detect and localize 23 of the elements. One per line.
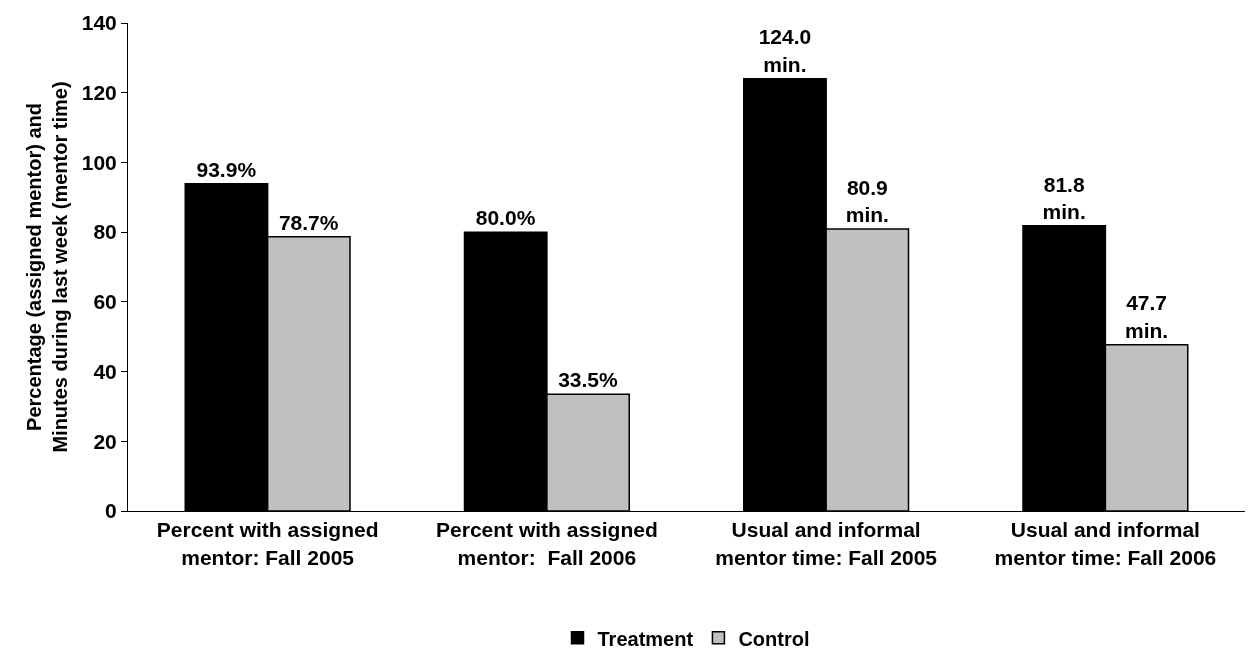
x-tick-label: Percent with assigned mentor: Fall 2006 [436, 518, 658, 569]
x-tick-label: Usual and informal mentor time: Fall 2006 [994, 518, 1217, 569]
y-tick-label: 120 [81, 81, 117, 105]
x-tick-label: Percent with assigned mentor: Fall 2005 [156, 518, 379, 569]
y-tick-label: 0 [105, 499, 117, 523]
y-tick-label: 60 [93, 290, 117, 314]
y-tick-label: 140 [81, 11, 117, 35]
y-axis-title: Percentage (assigned mentor) and Minutes during last week (mentor time) [23, 81, 72, 453]
data-label: 81.8 min. [1042, 172, 1086, 223]
y-tick-label: 20 [93, 429, 117, 453]
data-label: 47.7 min. [1124, 291, 1169, 342]
data-label: 33.5% [558, 368, 618, 392]
data-label: 78.7% [278, 210, 339, 234]
data-label: 124.0 min. [758, 25, 812, 76]
legend-label: Treatment [597, 627, 694, 650]
y-tick-label: 100 [81, 150, 117, 174]
legend-label: Control [738, 627, 810, 650]
data-label: 80.0% [475, 206, 536, 230]
y-tick-label: 80 [93, 220, 117, 244]
data-label: 93.9% [196, 157, 257, 181]
x-tick-label: Usual and informal mentor time: Fall 2005 [715, 518, 938, 569]
y-tick-label: 40 [93, 359, 117, 383]
data-label: 80.9 min. [845, 175, 889, 227]
